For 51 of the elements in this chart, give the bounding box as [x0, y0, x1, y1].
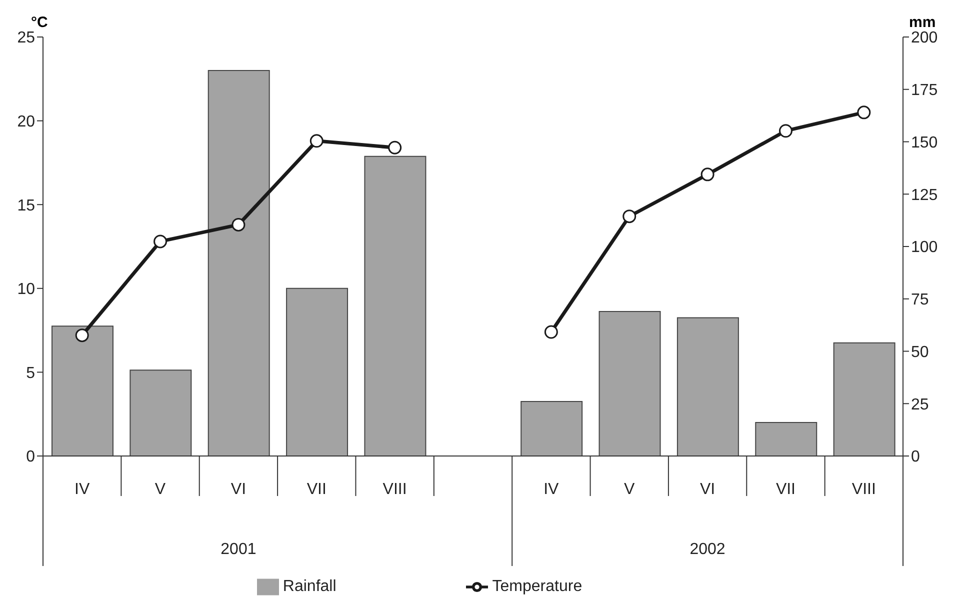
x-tick-label: VI: [700, 481, 716, 498]
y-tick-label: 15: [17, 197, 36, 214]
y2-tick-label: 150: [911, 134, 938, 152]
point: [75, 328, 89, 342]
point: [700, 168, 714, 182]
point: [310, 134, 324, 148]
bar: [833, 342, 896, 456]
bar: [598, 310, 661, 456]
y-axis-title: °C: [31, 14, 48, 31]
y-tick-label: 5: [26, 364, 36, 382]
y2-tick-label: 50: [911, 344, 929, 361]
x-tick-label: V: [154, 481, 166, 498]
point: [154, 234, 168, 248]
point: [622, 210, 636, 224]
x-tick-label: VI: [230, 481, 246, 498]
y2-tick-label: 175: [911, 82, 938, 100]
y2-tick-label: 125: [911, 186, 938, 204]
bar: [676, 317, 739, 456]
x-tick-label: IV: [74, 481, 90, 498]
y2-tick-label: 75: [911, 292, 929, 309]
point: [544, 325, 558, 339]
bar: [208, 70, 270, 456]
y-tick-label: 20: [17, 113, 36, 130]
x-tick-label: VIII: [382, 481, 407, 498]
y2-axis-title: mm: [909, 14, 936, 31]
bar: [130, 370, 192, 456]
x-tick-label: VIII: [852, 481, 876, 498]
text: 2002: [690, 541, 726, 558]
y-tick-label: 25: [17, 30, 36, 47]
y2-tick-label: 200: [911, 30, 938, 47]
legend-label: Temperature: [492, 578, 582, 596]
bar: [52, 326, 114, 456]
point: [232, 218, 246, 232]
y-tick-label: 0: [26, 448, 36, 466]
y-tick-label: 10: [17, 281, 36, 298]
x-tick-label: VII: [776, 481, 796, 498]
point: [388, 140, 402, 154]
point: [778, 124, 792, 138]
x-tick-label: VII: [306, 481, 326, 498]
bar: [755, 422, 818, 456]
x-tick-label: IV: [544, 481, 560, 498]
y2-tick-label: 0: [911, 448, 920, 466]
y2-tick-label: 100: [911, 239, 938, 256]
text: 2001: [220, 541, 256, 558]
bar: [364, 156, 426, 456]
bar: [286, 288, 348, 456]
legend-label: Rainfall: [282, 578, 336, 596]
x-tick-label: V: [624, 481, 636, 498]
point: [857, 106, 871, 120]
bar: [520, 401, 583, 456]
y2-tick-label: 25: [911, 396, 929, 414]
